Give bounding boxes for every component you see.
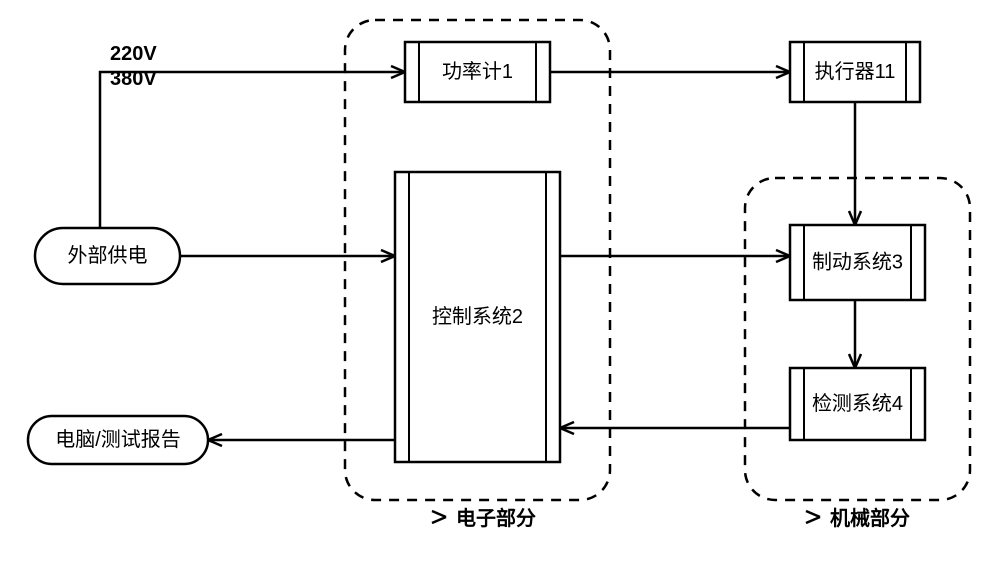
label-v380: 380V [110,68,157,90]
group-label-mechanical: 机械部分 [830,506,910,530]
node-brake_sys: 制动系统3 [790,225,925,300]
node-actuator: 执行器11 [790,42,920,102]
label-v220: 220V [110,43,157,65]
node-report: 电脑/测试报告 [28,416,208,464]
node-detect_sys: 检测系统4 [790,368,925,440]
node-label-detect_sys: 检测系统4 [812,392,903,415]
node-power_meter: 功率计1 [405,42,550,102]
group-arrow-mechanical-l [806,511,820,523]
edge-supply-to-meter [100,72,405,228]
node-control_sys: 控制系统2 [395,172,560,462]
group-arrow-electronic-l [432,511,446,523]
node-label-power_meter: 功率计1 [442,60,513,83]
node-label-power_supply: 外部供电 [68,244,148,267]
node-label-actuator: 执行器11 [815,60,896,83]
group-mechanical [745,178,970,500]
node-label-brake_sys: 制动系统3 [812,251,903,274]
group-label-electronic: 电子部分 [456,506,536,530]
node-label-report: 电脑/测试报告 [55,428,181,451]
node-power_supply: 外部供电 [35,228,180,284]
node-label-control_sys: 控制系统2 [432,305,523,328]
